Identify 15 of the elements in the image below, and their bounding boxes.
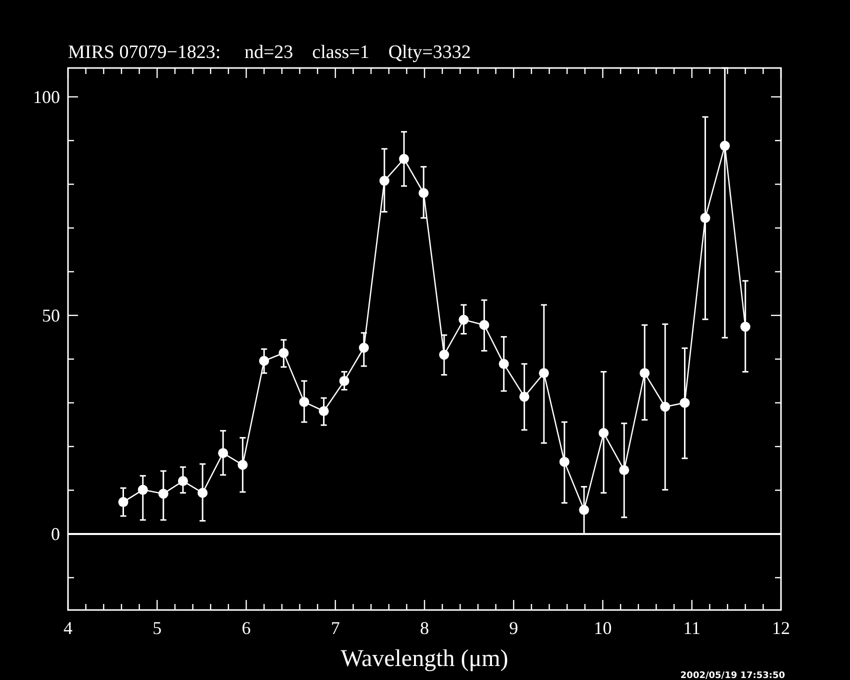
x-tick-label: 8 — [420, 618, 429, 638]
x-axis-title: Wavelength (μm) — [340, 646, 508, 672]
x-tick-label: 10 — [594, 618, 612, 638]
chart-title: MIRS 07079−1823: nd=23 class=1 Qlty=3332 — [68, 42, 471, 63]
x-tick-label: 5 — [152, 618, 162, 638]
x-tick-label: 11 — [683, 618, 701, 638]
x-tick-label: 7 — [330, 618, 340, 638]
x-tick-label: 9 — [509, 618, 518, 638]
x-tick-label: 12 — [772, 618, 790, 638]
y-tick-label: 0 — [51, 524, 60, 544]
text: 2002/05/19 17:53:50 — [680, 671, 785, 680]
x-tick-label: 6 — [242, 618, 251, 638]
y-tick-label: 50 — [42, 305, 60, 326]
y-tick-label: 100 — [33, 86, 60, 107]
x-tick-label: 4 — [64, 618, 72, 638]
